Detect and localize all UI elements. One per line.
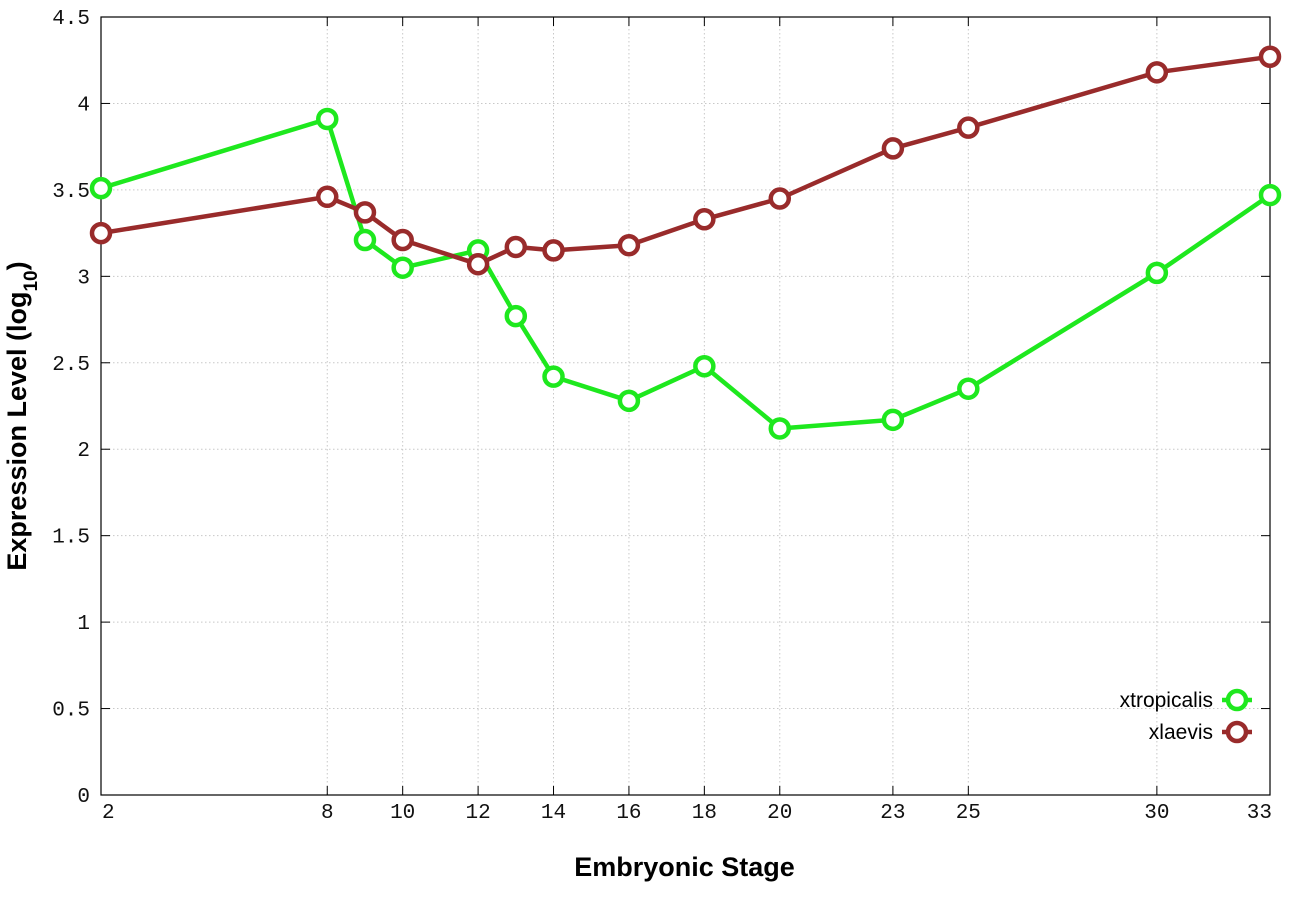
x-tick-label: 16 [616, 802, 641, 825]
data-point-xtropicalis [504, 304, 528, 328]
data-point-xtropicalis [617, 389, 641, 413]
data-point-xtropicalis [693, 354, 716, 378]
legend-label: xtropicalis [1120, 689, 1213, 712]
legend-entry-xtropicalis: xtropicalis [1120, 688, 1252, 712]
x-tick-label: 2 [102, 802, 115, 825]
series-xlaevis [89, 45, 1282, 276]
y-axis-title-main: Expression Level (log [2, 292, 32, 571]
y-tick-label: 0 [77, 786, 90, 809]
y-tick-label: 2 [77, 440, 90, 463]
data-point-xtropicalis [89, 176, 113, 200]
x-tick-label: 8 [321, 802, 334, 825]
x-tick-label: 20 [767, 802, 792, 825]
data-point-xlaevis [316, 185, 339, 209]
data-point-xtropicalis [353, 228, 377, 252]
series-xtropicalis [89, 107, 1282, 440]
series-line-xtropicalis [100, 116, 1272, 431]
data-point-xlaevis [1258, 45, 1282, 69]
series-line-xlaevis [100, 54, 1271, 267]
series-layer [89, 45, 1282, 440]
data-point-xlaevis [89, 221, 113, 245]
axis-ticks [100, 16, 1271, 796]
data-point-xlaevis [617, 233, 641, 257]
y-tick-label: 3.5 [52, 181, 90, 204]
data-point-xtropicalis [1145, 261, 1169, 285]
y-tick-label: 3 [77, 267, 90, 290]
data-point-xlaevis [391, 228, 414, 252]
data-point-xlaevis [466, 252, 490, 276]
x-tick-label: 30 [1144, 802, 1169, 825]
data-point-xlaevis [768, 187, 792, 210]
y-tick-label: 1 [77, 613, 90, 636]
data-point-xlaevis [353, 201, 377, 224]
data-point-xlaevis [542, 239, 565, 262]
x-axis-title: Embryonic Stage [574, 852, 795, 882]
data-point-xtropicalis [957, 377, 980, 400]
data-point-xtropicalis [768, 417, 792, 440]
x-tick-label: 18 [692, 802, 717, 825]
y-axis-title-close: ) [2, 261, 32, 270]
data-point-xtropicalis [542, 365, 565, 388]
legend-marker [1225, 720, 1249, 744]
x-tick-label: 25 [956, 802, 981, 825]
x-axis-tick-labels: 2 8 10 12 14 16 18 20 23 25 30 33 [102, 802, 1272, 825]
legend: xtropicalis xlaevis [1120, 688, 1252, 744]
x-tick-label: 23 [880, 802, 905, 825]
y-axis-title-subscript: 10 [21, 270, 42, 291]
x-tick-label: 14 [541, 802, 566, 825]
y-tick-label: 0.5 [52, 700, 90, 723]
x-tick-label: 33 [1247, 802, 1272, 825]
x-tick-label: 12 [465, 802, 490, 825]
y-tick-label: 2.5 [52, 354, 90, 377]
data-point-xlaevis [1145, 61, 1169, 84]
data-point-xtropicalis [316, 107, 339, 131]
y-tick-label: 4.5 [52, 8, 90, 31]
legend-entry-xlaevis: xlaevis [1149, 720, 1252, 744]
data-point-xtropicalis [881, 408, 905, 432]
y-tick-label: 1.5 [52, 527, 90, 550]
data-point-xlaevis [693, 208, 716, 231]
x-tick-label: 10 [390, 802, 415, 825]
legend-label: xlaevis [1149, 721, 1213, 744]
data-point-xlaevis [881, 137, 905, 160]
y-axis-title: Expression Level (log10) [2, 261, 42, 570]
data-point-xlaevis [957, 116, 980, 139]
y-tick-label: 4 [77, 94, 90, 117]
data-point-xtropicalis [1258, 183, 1282, 207]
data-point-xlaevis [504, 235, 528, 259]
legend-marker [1225, 688, 1249, 712]
plot-frame [100, 16, 1271, 796]
y-axis-tick-labels: 0 0.5 1 1.5 2 2.5 3 3.5 4 4.5 [52, 8, 90, 809]
data-point-xtropicalis [391, 256, 414, 279]
